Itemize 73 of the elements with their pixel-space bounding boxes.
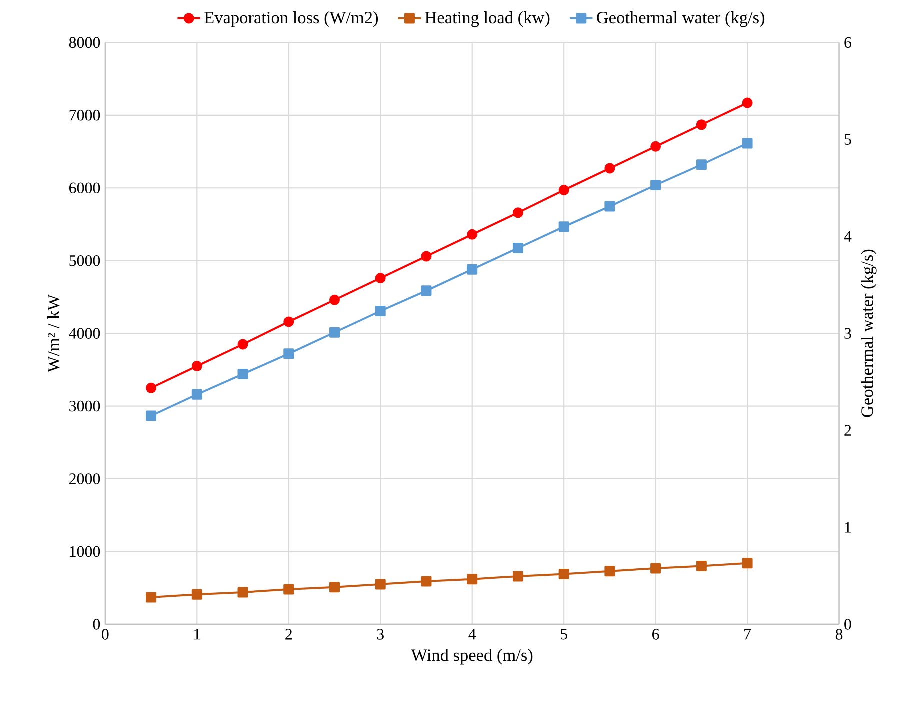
point (558, 185, 570, 196)
point (284, 316, 294, 328)
x-tick-label: 0 (102, 629, 109, 640)
legend-label: Geothermal water (kg/s) (597, 12, 765, 28)
y2-tick-label: 4 (844, 231, 852, 242)
x-tick-label: 6 (652, 629, 660, 640)
y-tick-label: 3000 (70, 400, 100, 412)
x-tick-label: 7 (744, 629, 752, 640)
point (742, 558, 753, 569)
point (421, 576, 432, 587)
y-tick-label: 5000 (70, 256, 100, 266)
legend-label: Heating load (kw) (425, 12, 550, 28)
point (329, 327, 340, 338)
y2-tick-label: 6 (844, 37, 852, 48)
x-axis-title: Wind speed (m/s) (411, 649, 533, 665)
y2-tick-label: 5 (844, 134, 852, 146)
point (375, 273, 386, 284)
point (375, 306, 386, 317)
point (421, 251, 432, 262)
point (238, 339, 248, 350)
y-tick-label: 4000 (69, 328, 100, 340)
y2-tick-label: 1 (845, 522, 851, 533)
point (512, 243, 524, 254)
point (742, 138, 753, 149)
point (192, 589, 202, 600)
point (146, 592, 157, 603)
point (375, 579, 386, 590)
point (284, 584, 294, 595)
point (558, 222, 570, 232)
point (192, 361, 202, 372)
point (650, 141, 662, 152)
y-tick-label: 2000 (70, 474, 100, 484)
y2-tick-label: 2 (844, 425, 852, 436)
point (512, 571, 524, 582)
point (329, 294, 340, 306)
point (742, 98, 753, 108)
point (467, 264, 478, 275)
point (696, 160, 707, 170)
y2-tick-label: 0 (844, 619, 852, 630)
point (696, 561, 707, 572)
y-tick-label: 8000 (69, 37, 100, 48)
point (467, 229, 478, 240)
point (421, 286, 432, 296)
point (238, 587, 248, 598)
point (146, 382, 157, 394)
point (696, 120, 707, 130)
y-tick-label: 7000 (70, 110, 100, 121)
point (512, 208, 524, 218)
point (650, 563, 662, 574)
x-tick-label: 2 (286, 629, 292, 640)
point (146, 410, 157, 422)
x-tick-label: 8 (836, 629, 843, 640)
point (238, 369, 248, 380)
legend-label: Evaporation loss (W/m2) (204, 12, 378, 28)
y-tick-label: 1000 (70, 546, 100, 558)
y2-tick-label: 3 (844, 328, 852, 339)
y-tick-label: 0 (93, 619, 100, 630)
x-tick-label: 3 (377, 629, 384, 640)
point (467, 574, 478, 585)
y-tick-label: 6000 (70, 182, 100, 194)
point (284, 348, 294, 360)
y-axis-title: W/m² / kW (47, 294, 60, 373)
point (650, 180, 662, 191)
point (192, 389, 202, 400)
point (604, 566, 616, 577)
x-tick-label: 1 (194, 629, 200, 640)
x-tick-label: 5 (561, 629, 568, 640)
point (558, 569, 570, 580)
y2-axis-title: Geothermal water (kg/s) (861, 250, 877, 418)
point (329, 582, 340, 593)
x-tick-label: 4 (468, 629, 476, 640)
point (604, 163, 616, 174)
point (604, 201, 616, 212)
